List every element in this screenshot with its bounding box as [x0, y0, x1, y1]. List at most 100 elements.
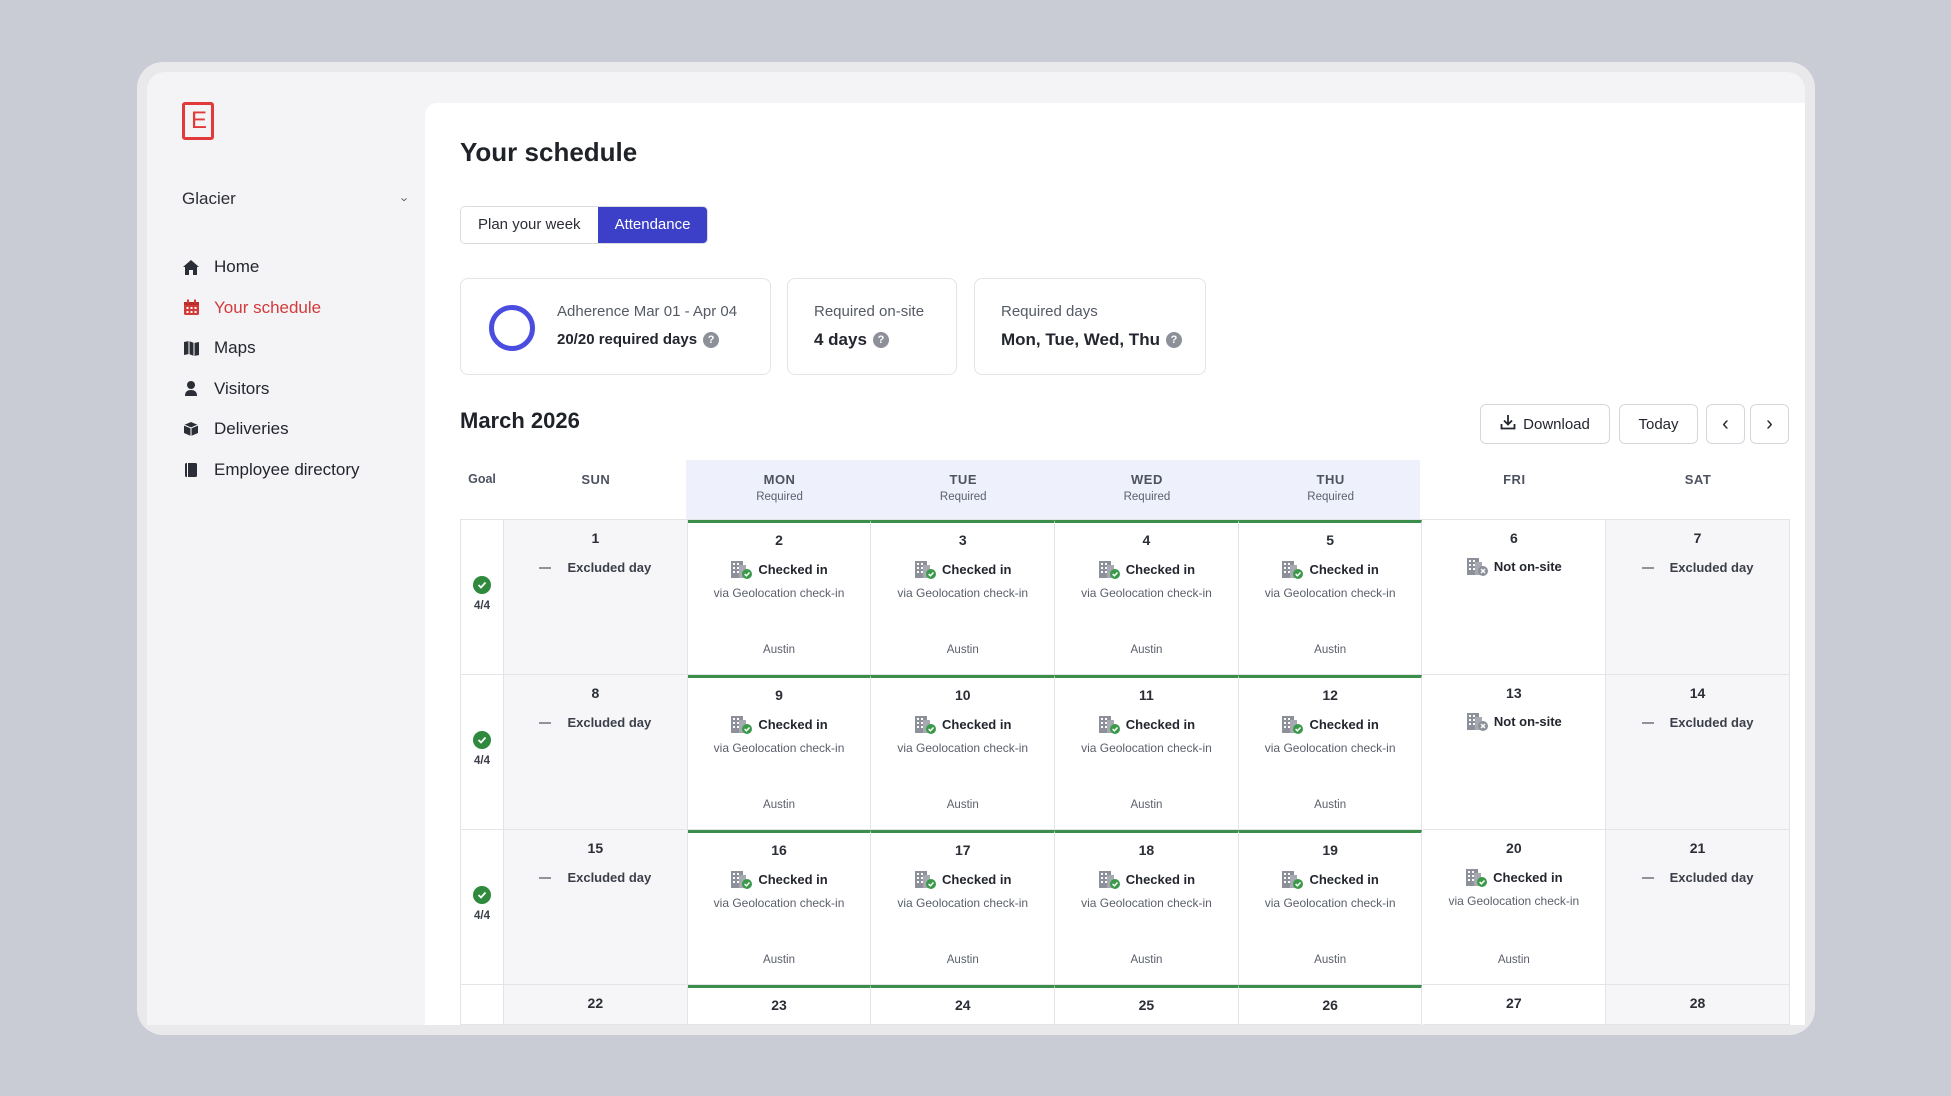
calendar-day-cell[interactable]: 5 Checked in via Geolocation check-in Austi… — [1238, 520, 1423, 675]
org-switcher[interactable]: Glacier › — [182, 184, 412, 214]
sidebar-item-home[interactable]: Home — [182, 247, 412, 288]
sidebar-nav: Home Your schedule Maps — [182, 247, 412, 490]
calendar-day-cell[interactable]: 2 Checked in via Geolocation check-in Austi… — [687, 520, 872, 675]
calendar-day-cell[interactable]: 23 — [687, 985, 872, 1025]
check-in-method: via Geolocation check-in — [713, 896, 845, 910]
status-label: Checked in — [1125, 716, 1196, 732]
tab-plan-your-week[interactable]: Plan your week — [461, 207, 598, 243]
calendar-day-cell[interactable]: 17 Checked in via Geolocation check-in Aust… — [871, 830, 1056, 985]
next-month-button[interactable]: › — [1750, 404, 1789, 444]
checked-in-status: Checked in — [688, 559, 871, 579]
check-in-method: via Geolocation check-in — [1448, 894, 1580, 908]
checked-in-status: Checked in — [1239, 869, 1422, 889]
required-days-label: Required days — [1001, 303, 1098, 320]
help-icon[interactable]: ? — [703, 331, 720, 348]
checked-in-status: Checked in — [871, 869, 1054, 889]
building-checked-icon — [730, 714, 753, 734]
calendar-day-cell[interactable]: 15 Excluded day — [504, 830, 688, 985]
day-number: 20 — [1506, 840, 1522, 856]
calendar-day-cell[interactable]: 27 — [1422, 985, 1607, 1025]
sidebar-item-maps[interactable]: Maps — [182, 328, 412, 369]
calendar-day-cell[interactable]: 10 Checked in via Geolocation check-in Aust… — [871, 675, 1056, 830]
check-circle-icon — [473, 731, 491, 749]
goal-count: 4/4 — [474, 600, 490, 612]
day-number: 26 — [1322, 997, 1338, 1013]
sidebar-item-deliveries[interactable]: Deliveries — [182, 409, 412, 450]
calendar-day-cell[interactable]: 11 Checked in via Geolocation check-in Aust… — [1055, 675, 1239, 830]
adherence-value-row: 20/20 required days ? — [557, 331, 720, 348]
checked-in-status: Checked in — [688, 714, 871, 734]
calendar-day-cell[interactable]: 20 Checked in via Geolocation check-in Aust… — [1422, 830, 1607, 985]
day-number: 14 — [1689, 685, 1706, 701]
day-number: 27 — [1506, 995, 1522, 1011]
goal-column-header: Goal — [460, 460, 504, 520]
required-days-highlight — [686, 460, 1420, 520]
download-icon — [1500, 414, 1516, 434]
day-name: SUN — [581, 472, 611, 487]
calendar-day-cell[interactable]: 12 Checked in via Geolocation check-in Aust… — [1238, 675, 1423, 830]
calendar-day-cell[interactable]: 16 Checked in via Geolocation check-in Aust… — [687, 830, 872, 985]
calendar-day-cell[interactable]: 8 Excluded day — [504, 675, 688, 830]
check-in-location: Austin — [1314, 954, 1347, 966]
calendar-day-cell[interactable]: 13 Not on-site — [1422, 675, 1607, 830]
sidebar-item-employee-directory[interactable]: Employee directory — [182, 450, 412, 491]
check-in-location: Austin — [946, 954, 979, 966]
day-name: FRI — [1503, 472, 1526, 487]
calendar-day-cell[interactable]: 18 Checked in via Geolocation check-in Aust… — [1055, 830, 1239, 985]
required-onsite-label: Required on-site — [814, 303, 925, 320]
goal-header-label: Goal — [468, 472, 496, 486]
day-number: 8 — [591, 685, 600, 701]
calendar-day-cell[interactable]: 26 — [1238, 985, 1423, 1025]
calendar-day-cell[interactable]: 3 Checked in via Geolocation check-in Austi… — [871, 520, 1056, 675]
sidebar-item-label: Employee directory — [214, 459, 360, 479]
sidebar-item-visitors[interactable]: Visitors — [182, 369, 412, 410]
status-label: Checked in — [1309, 716, 1379, 732]
today-button[interactable]: Today — [1619, 404, 1698, 444]
calendar-day-cell[interactable]: 21 Excluded day — [1606, 830, 1790, 985]
status-label: Checked in — [1493, 869, 1563, 885]
prev-month-button[interactable]: ‹ — [1706, 404, 1745, 444]
check-in-method: via Geolocation check-in — [1081, 586, 1212, 600]
goal-cell: 4/4 — [460, 520, 504, 675]
day-column-header: WED Required — [1055, 460, 1239, 520]
day-column-header: SUN — [504, 460, 688, 520]
help-icon[interactable]: ? — [1165, 332, 1182, 348]
app-logo[interactable]: E — [182, 102, 214, 140]
calendar-day-cell[interactable]: 14 Excluded day — [1606, 675, 1790, 830]
check-in-method: via Geolocation check-in — [1264, 741, 1396, 755]
required-label: Required — [1307, 491, 1354, 503]
dash-icon — [1641, 721, 1654, 724]
dash-icon — [539, 566, 552, 569]
calendar-day-cell[interactable]: 4 Checked in via Geolocation check-in Austi… — [1055, 520, 1239, 675]
not-onsite-status: Not on-site — [1423, 711, 1606, 731]
building-checked-icon — [1098, 869, 1120, 889]
day-name: WED — [1131, 472, 1163, 487]
day-number: 21 — [1689, 840, 1706, 856]
sidebar-item-your-schedule[interactable]: Your schedule — [182, 288, 412, 329]
help-icon[interactable]: ? — [872, 332, 889, 348]
building-checked-icon — [914, 869, 937, 889]
download-button[interactable]: Download — [1480, 404, 1610, 444]
checked-in-status: Checked in — [871, 559, 1054, 579]
status-label: Checked in — [1125, 871, 1196, 887]
excluded-day-status: Excluded day — [504, 715, 687, 730]
calendar-day-cell[interactable]: 24 — [871, 985, 1056, 1025]
calendar-day-cell[interactable]: 25 — [1055, 985, 1239, 1025]
checked-in-status: Checked in — [1239, 714, 1422, 734]
day-number: 16 — [771, 842, 787, 858]
calendar-day-cell[interactable]: 1 Excluded day — [504, 520, 688, 675]
calendar-day-cell[interactable]: 6 Not on-site — [1422, 520, 1607, 675]
building-checked-icon — [1098, 559, 1120, 579]
calendar-day-cell[interactable]: 7 Excluded day — [1606, 520, 1790, 675]
calendar-day-cell[interactable]: 9 Checked in via Geolocation check-in Austi… — [687, 675, 872, 830]
goal-count: 4/4 — [474, 755, 490, 767]
calendar-day-cell[interactable]: 28 — [1606, 985, 1790, 1025]
tab-attendance[interactable]: Attendance — [597, 207, 708, 243]
day-number: 22 — [587, 995, 604, 1011]
dash-icon — [1641, 566, 1654, 569]
status-label: Checked in — [1125, 561, 1196, 577]
calendar-day-cell[interactable]: 19 Checked in via Geolocation check-in Aust… — [1238, 830, 1423, 985]
check-in-location: Austin — [1130, 954, 1163, 966]
day-column-header: TUE Required — [871, 460, 1055, 520]
calendar-day-cell[interactable]: 22 — [504, 985, 688, 1025]
